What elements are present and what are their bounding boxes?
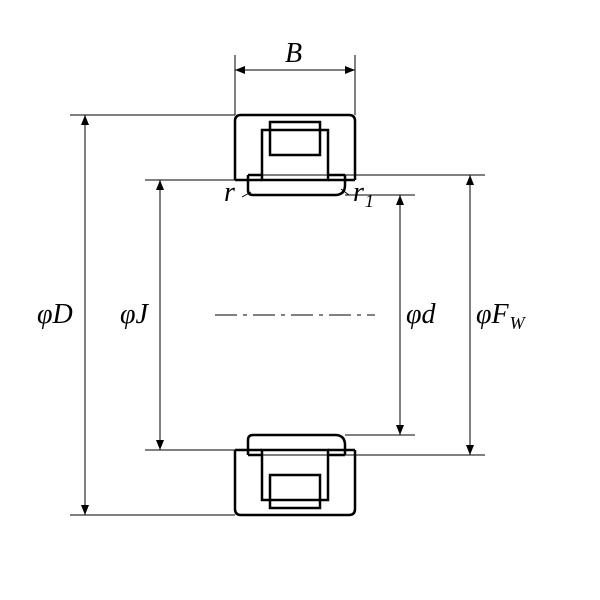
svg-text:φJ: φJ [120, 299, 150, 330]
svg-text:φD: φD [37, 299, 73, 330]
bearing-cross-section-diagram: BφD φJ φd φFW r r1 [0, 0, 600, 600]
svg-text:B: B [285, 38, 302, 69]
svg-text:φFW: φFW [476, 299, 527, 333]
svg-text:φd: φd [406, 299, 437, 330]
svg-text:r: r [224, 177, 235, 208]
svg-text:r1: r1 [353, 177, 374, 211]
